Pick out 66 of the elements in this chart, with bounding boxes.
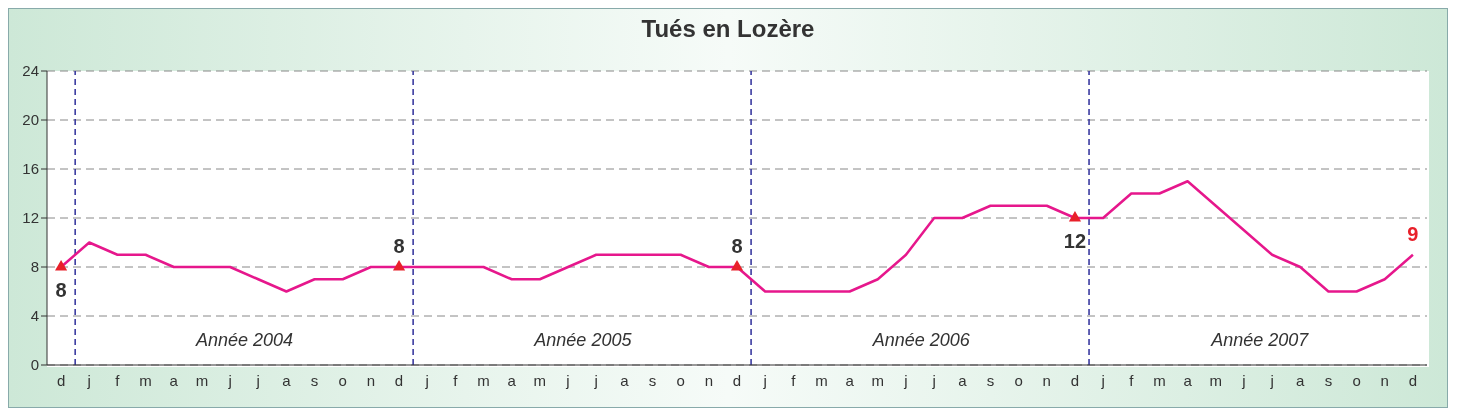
x-tick-label: m bbox=[477, 371, 490, 389]
y-tick-label: 4 bbox=[30, 307, 39, 325]
x-tick-label: n bbox=[1380, 371, 1389, 389]
x-tick-label: j bbox=[424, 371, 429, 389]
x-tick-label: d bbox=[1408, 371, 1418, 389]
x-tick-label: n bbox=[1042, 371, 1051, 389]
x-tick-label: o bbox=[1014, 371, 1023, 389]
annotation: Année 2006 bbox=[871, 330, 971, 351]
x-tick-label: a bbox=[507, 371, 517, 389]
x-tick-label: m bbox=[1209, 371, 1223, 389]
x-tick-label: a bbox=[845, 371, 855, 389]
x-tick-label: a bbox=[1296, 371, 1306, 389]
x-tick-label: s bbox=[648, 371, 657, 389]
x-tick-label: d bbox=[56, 371, 66, 389]
x-tick-label: m bbox=[533, 371, 547, 389]
y-tick-label: 20 bbox=[22, 111, 39, 129]
x-tick-label: j bbox=[1100, 371, 1105, 389]
x-tick-label: n bbox=[704, 371, 714, 389]
x-tick-label: j bbox=[565, 371, 570, 389]
x-tick-label: j bbox=[762, 371, 767, 389]
x-tick-label: a bbox=[1183, 371, 1193, 389]
x-tick-label: m bbox=[1153, 371, 1166, 389]
x-tick-label: d bbox=[1070, 371, 1080, 389]
x-tick-label: m bbox=[195, 371, 209, 389]
annotation: Année 2004 bbox=[194, 330, 293, 351]
data-label: 9 bbox=[1407, 222, 1419, 245]
x-tick-label: m bbox=[139, 371, 152, 389]
x-tick-label: f bbox=[791, 371, 797, 389]
x-tick-label: j bbox=[227, 371, 232, 389]
x-tick-label: d bbox=[732, 371, 742, 389]
data-label: 12 bbox=[1063, 230, 1087, 252]
x-tick-label: j bbox=[931, 371, 936, 389]
x-tick-label: j bbox=[255, 371, 260, 389]
x-tick-label: f bbox=[453, 371, 459, 389]
x-tick-label: s bbox=[310, 371, 319, 389]
x-tick-label: o bbox=[676, 371, 685, 389]
x-tick-label: a bbox=[620, 371, 630, 389]
chart-title: Tués en Lozère bbox=[640, 15, 816, 43]
y-tick-label: 16 bbox=[22, 160, 39, 178]
x-tick-label: j bbox=[903, 371, 908, 389]
x-tick-label: f bbox=[115, 371, 121, 389]
x-tick-label: s bbox=[1324, 371, 1333, 389]
y-tick-label: 12 bbox=[22, 209, 39, 227]
data-label: 8 bbox=[731, 235, 743, 257]
x-tick-label: a bbox=[958, 371, 968, 389]
x-tick-label: s bbox=[986, 371, 995, 389]
y-tick-label: 8 bbox=[30, 258, 39, 276]
data-label: 8 bbox=[55, 279, 67, 301]
x-tick-label: j bbox=[1269, 371, 1274, 389]
annotation: Année 2005 bbox=[533, 330, 633, 351]
x-tick-label: j bbox=[86, 371, 91, 389]
x-tick-label: a bbox=[282, 371, 292, 389]
annotation: Année 2007 bbox=[1210, 330, 1310, 351]
x-tick-label: m bbox=[871, 371, 885, 389]
x-tick-label: n bbox=[366, 371, 376, 389]
y-tick-label: 24 bbox=[22, 62, 39, 80]
x-tick-label: d bbox=[394, 371, 404, 389]
data-label: 8 bbox=[393, 235, 405, 257]
x-tick-label: f bbox=[1129, 371, 1135, 389]
x-tick-label: j bbox=[1241, 371, 1246, 389]
x-tick-label: m bbox=[815, 371, 828, 389]
y-tick-label: 0 bbox=[30, 356, 39, 374]
x-tick-label: o bbox=[1352, 371, 1361, 389]
x-tick-label: j bbox=[593, 371, 598, 389]
x-tick-label: o bbox=[338, 371, 347, 389]
x-tick-label: a bbox=[169, 371, 179, 389]
